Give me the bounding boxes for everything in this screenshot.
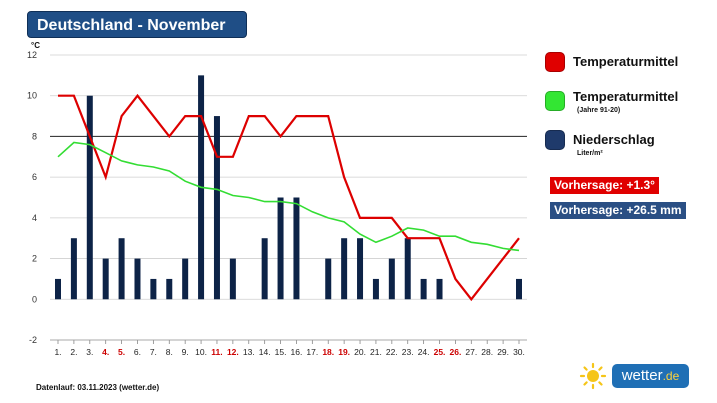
y-tick-label: 0: [32, 294, 37, 304]
temperature-normal-line: [57, 141, 520, 252]
legend-sub-temperature-normal: (Jahre 91-20): [577, 107, 621, 114]
y-axis-label: °C: [31, 41, 40, 50]
precipitation-bar: [388, 258, 395, 300]
precipitation-bar: [420, 278, 427, 300]
x-tick-label: 15.: [275, 347, 287, 357]
forecast-temperature-badge: Vorhersage: +1.3°: [550, 177, 659, 194]
x-tick-label: 13.: [243, 347, 255, 357]
x-tick-label: 6.: [134, 347, 141, 357]
legend-label-temperature: Temperaturmittel: [573, 54, 679, 69]
precipitation-bar: [325, 258, 332, 300]
x-tick-label: 2.: [70, 347, 77, 357]
temperature-line: [58, 93, 520, 302]
legend-swatch-temperature-normal: [545, 91, 565, 111]
precipitation-bar: [182, 258, 189, 300]
x-tick-label: 3.: [86, 347, 93, 357]
x-tick-label: 22.: [386, 347, 398, 357]
precipitation-bar: [102, 258, 109, 300]
precipitation-bar: [516, 278, 522, 300]
precipitation-bar: [436, 278, 443, 300]
precipitation-bar: [134, 258, 141, 300]
precipitation-bar: [277, 197, 284, 300]
precipitation-bar: [372, 278, 379, 300]
x-tick-label: 4.: [102, 347, 109, 357]
precipitation-bar: [70, 238, 77, 300]
y-tick-label: 2: [32, 254, 37, 264]
precipitation-bar: [86, 95, 93, 300]
x-tick-label: 30.: [513, 347, 525, 357]
x-tick-label: 28.: [481, 347, 493, 357]
x-tick-label: 24.: [418, 347, 430, 357]
y-tick-label: 8: [32, 131, 37, 141]
y-tick-label: 12: [27, 50, 37, 60]
x-tick-label: 11.: [211, 347, 222, 357]
temperature-lines: [57, 93, 520, 302]
precipitation-bar: [118, 238, 125, 300]
precipitation-bar: [357, 238, 364, 300]
x-tick-label: 29.: [497, 347, 509, 357]
x-tick-label: 26.: [449, 347, 461, 357]
precipitation-bar: [261, 238, 268, 300]
precipitation-bar: [55, 278, 61, 300]
x-tick-label: 9.: [182, 347, 189, 357]
y-tick-label: 10: [27, 91, 37, 101]
precipitation-bars: [55, 75, 522, 300]
x-tick-label: 10.: [195, 347, 207, 357]
y-axis-ticks: -2 0 2 4 6 8 10 12: [27, 50, 37, 345]
precipitation-bar: [404, 238, 411, 300]
page-title: Deutschland - November: [27, 11, 247, 38]
precipitation-bar: [213, 116, 220, 300]
legend-swatch-precipitation: [545, 130, 565, 150]
x-tick-label: 14.: [259, 347, 271, 357]
x-tick-label: 25.: [434, 347, 446, 357]
x-axis-ticks: 1. 2. 3. 4. 5. 6. 7. 8. 9. 10. 11. 12. 13. 14. 15. 16. 1…: [50, 339, 527, 357]
x-tick-label: 27.: [465, 347, 477, 357]
precipitation-bar: [229, 258, 236, 300]
x-tick-label: 16.: [291, 347, 303, 357]
x-tick-label: 5.: [118, 347, 125, 357]
precipitation-bar: [150, 278, 157, 300]
precipitation-bar: [166, 278, 173, 300]
y-tick-label: 6: [32, 172, 37, 182]
wetter-logo: wetter.de: [578, 362, 690, 390]
x-tick-label: 17.: [306, 347, 318, 357]
x-tick-label: 23.: [402, 347, 414, 357]
precipitation-bar: [341, 238, 348, 300]
forecast-precipitation-badge: Vorhersage: +26.5 mm: [550, 202, 686, 219]
x-tick-label: 18.: [322, 347, 334, 357]
x-tick-label: 20.: [354, 347, 366, 357]
sun-icon: [579, 362, 607, 390]
legend-swatch-temperature: [545, 52, 565, 72]
x-tick-label: 1.: [54, 347, 61, 357]
legend-label-precipitation: Niederschlag: [573, 132, 655, 147]
data-run-footer: Datenlauf: 03.11.2023 (wetter.de): [36, 383, 160, 392]
chart-grid: [50, 54, 527, 341]
wetter-logo-tld: .de: [662, 369, 680, 383]
x-tick-label: 19.: [338, 347, 350, 357]
wetter-logo-text: wetter.de: [612, 364, 689, 388]
legend-sub-precipitation: Liter/m²: [577, 150, 603, 157]
y-tick-label: -2: [29, 335, 37, 345]
x-tick-label: 12.: [227, 347, 239, 357]
x-tick-label: 8.: [166, 347, 173, 357]
wetter-logo-name: wetter: [621, 367, 663, 384]
precipitation-bar: [293, 197, 300, 300]
y-tick-label: 4: [32, 213, 37, 223]
x-tick-label: 21.: [370, 347, 382, 357]
x-tick-label: 7.: [150, 347, 157, 357]
legend-label-temperature-normal: Temperaturmittel: [573, 89, 679, 104]
